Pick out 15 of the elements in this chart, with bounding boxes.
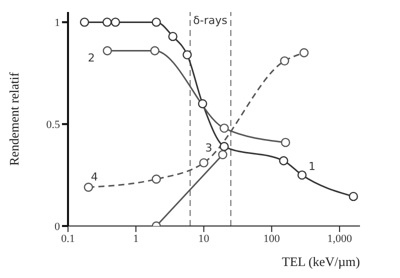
y-tick-label: 1 bbox=[54, 17, 60, 30]
series-label: 4 bbox=[90, 170, 98, 184]
ref-line-label: δ-rays bbox=[193, 14, 228, 27]
series-label: 3 bbox=[205, 142, 212, 155]
y-tick-label: 0.5 bbox=[46, 119, 60, 131]
y-axis-title: Rendement relatif bbox=[6, 72, 22, 166]
series-label: 1 bbox=[308, 160, 316, 174]
x-tick-label: 1 bbox=[133, 232, 139, 245]
x-tick-label: 100 bbox=[263, 232, 280, 245]
y-tick-label: 0 bbox=[54, 220, 60, 233]
x-axis-title: TEL (keV/µm) bbox=[282, 254, 360, 269]
x-tick-label: 10 bbox=[198, 232, 210, 245]
x-tick-label: 0.1 bbox=[61, 232, 75, 245]
series-label: 2 bbox=[88, 52, 95, 65]
x-tick-label: 1,000 bbox=[327, 232, 352, 245]
